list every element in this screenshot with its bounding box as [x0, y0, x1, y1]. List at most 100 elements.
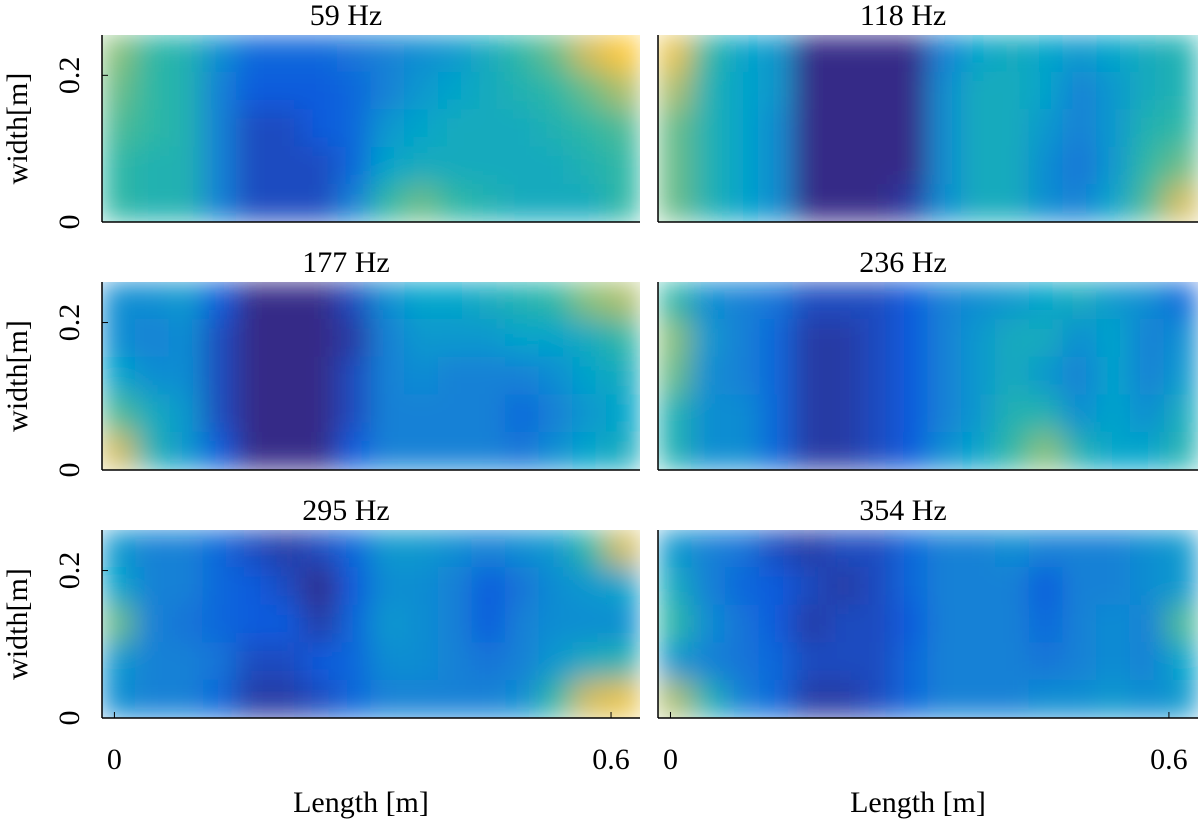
heatmap-cell [1130, 71, 1165, 111]
heatmap-cell [826, 109, 861, 148]
heatmap-cell [236, 146, 271, 186]
heatmap-cell [572, 146, 607, 186]
heatmap-cell [927, 35, 963, 73]
heatmap-cell [658, 146, 693, 186]
heatmap-cell [893, 356, 929, 396]
heatmap-cell [725, 71, 760, 111]
heatmap-cell [758, 282, 794, 321]
heatmap-cell [135, 146, 170, 186]
heatmap-cell [961, 146, 996, 186]
heatmap-cell [135, 394, 170, 433]
heatmap-cell [691, 109, 726, 148]
heatmap-cell [538, 431, 574, 470]
heatmap-cell [471, 642, 506, 681]
heatmap-cell [269, 184, 305, 222]
heatmap [658, 35, 1198, 222]
heatmap-cell [1096, 530, 1131, 569]
heatmap-cell [1028, 356, 1064, 396]
heatmap-cell [471, 394, 506, 433]
heatmap-cell [927, 394, 963, 433]
heatmap-cell [370, 319, 406, 358]
panel-title: 118 Hz [860, 0, 946, 32]
heatmap-cell [572, 35, 607, 73]
heatmap-cell [168, 282, 204, 321]
heatmap-cell [572, 184, 607, 222]
heatmap-cell [572, 530, 607, 569]
heatmap-cell [370, 184, 406, 222]
heatmap-cell [758, 356, 794, 396]
heatmap [102, 282, 640, 470]
heatmap-cell [658, 530, 693, 569]
heatmap-cell [1096, 604, 1131, 644]
heatmap-cell [336, 530, 372, 569]
heatmap-cell [1130, 184, 1165, 222]
heatmap-cell [1062, 35, 1098, 73]
heatmap-cell [1096, 567, 1131, 606]
heatmap-cell [505, 109, 540, 148]
heatmap-cell [961, 679, 996, 718]
heatmap-cell [236, 431, 271, 470]
heatmap-cell [336, 567, 372, 606]
heatmap-cell [691, 319, 726, 358]
panel-title: 295 Hz [302, 494, 389, 527]
heatmap-cell [303, 567, 338, 606]
heatmap-cell [605, 71, 640, 111]
heatmap-cell [303, 394, 338, 433]
heatmap-cell [605, 356, 640, 396]
heatmap-cell [336, 319, 372, 358]
heatmap-cell [1028, 604, 1064, 644]
heatmap-cell [691, 146, 726, 186]
heatmap-cell [1028, 642, 1064, 681]
heatmap-cell [792, 394, 828, 433]
heatmap-cell [658, 319, 693, 358]
heatmap-cell [927, 642, 963, 681]
heatmap-cell [758, 431, 794, 470]
heatmap-cell [269, 530, 305, 569]
heatmap-cell [437, 35, 473, 73]
heatmap-cell [1062, 356, 1098, 396]
heatmap-cell [1163, 431, 1198, 470]
heatmap-cells [102, 35, 640, 222]
heatmap-cell [1130, 567, 1165, 606]
heatmap-cell [135, 184, 170, 222]
heatmap-cell [860, 184, 895, 222]
heatmap-cell [135, 356, 170, 396]
heatmap-cell [135, 35, 170, 73]
heatmap-cell [505, 679, 540, 718]
heatmap-cell [961, 356, 996, 396]
heatmap-cell [995, 35, 1030, 73]
heatmap-cell [269, 679, 305, 718]
heatmap-cell [758, 530, 794, 569]
heatmap-cell [538, 356, 574, 396]
heatmap-cell [860, 35, 895, 73]
heatmap-cell [995, 431, 1030, 470]
heatmap-cell [135, 530, 170, 569]
heatmap-cell [336, 71, 372, 111]
heatmap-cell [927, 567, 963, 606]
heatmap-cell [471, 679, 506, 718]
heatmap-cell [725, 394, 760, 433]
heatmap-cell [995, 184, 1030, 222]
panel: 177 Hz 0 0.2 width[m] [1, 246, 640, 478]
heatmap-cell [168, 530, 204, 569]
heatmap-cell [1163, 184, 1198, 222]
heatmap-cell [370, 109, 406, 148]
heatmap-cell [202, 356, 237, 396]
heatmap-cell [202, 282, 237, 321]
heatmap-cell [995, 567, 1030, 606]
heatmap-cell [404, 35, 439, 73]
heatmap-cell [893, 319, 929, 358]
heatmap-cell [605, 146, 640, 186]
heatmap-cell [725, 679, 760, 718]
heatmap-cell [1062, 530, 1098, 569]
heatmap-cell [202, 71, 237, 111]
heatmap-cell [437, 530, 473, 569]
heatmap-cell [236, 394, 271, 433]
heatmap-cell [826, 394, 861, 433]
heatmap-cell [202, 679, 237, 718]
heatmap-cell [605, 431, 640, 470]
heatmap-cell [572, 356, 607, 396]
heatmap-cell [471, 530, 506, 569]
heatmap-cell [758, 642, 794, 681]
